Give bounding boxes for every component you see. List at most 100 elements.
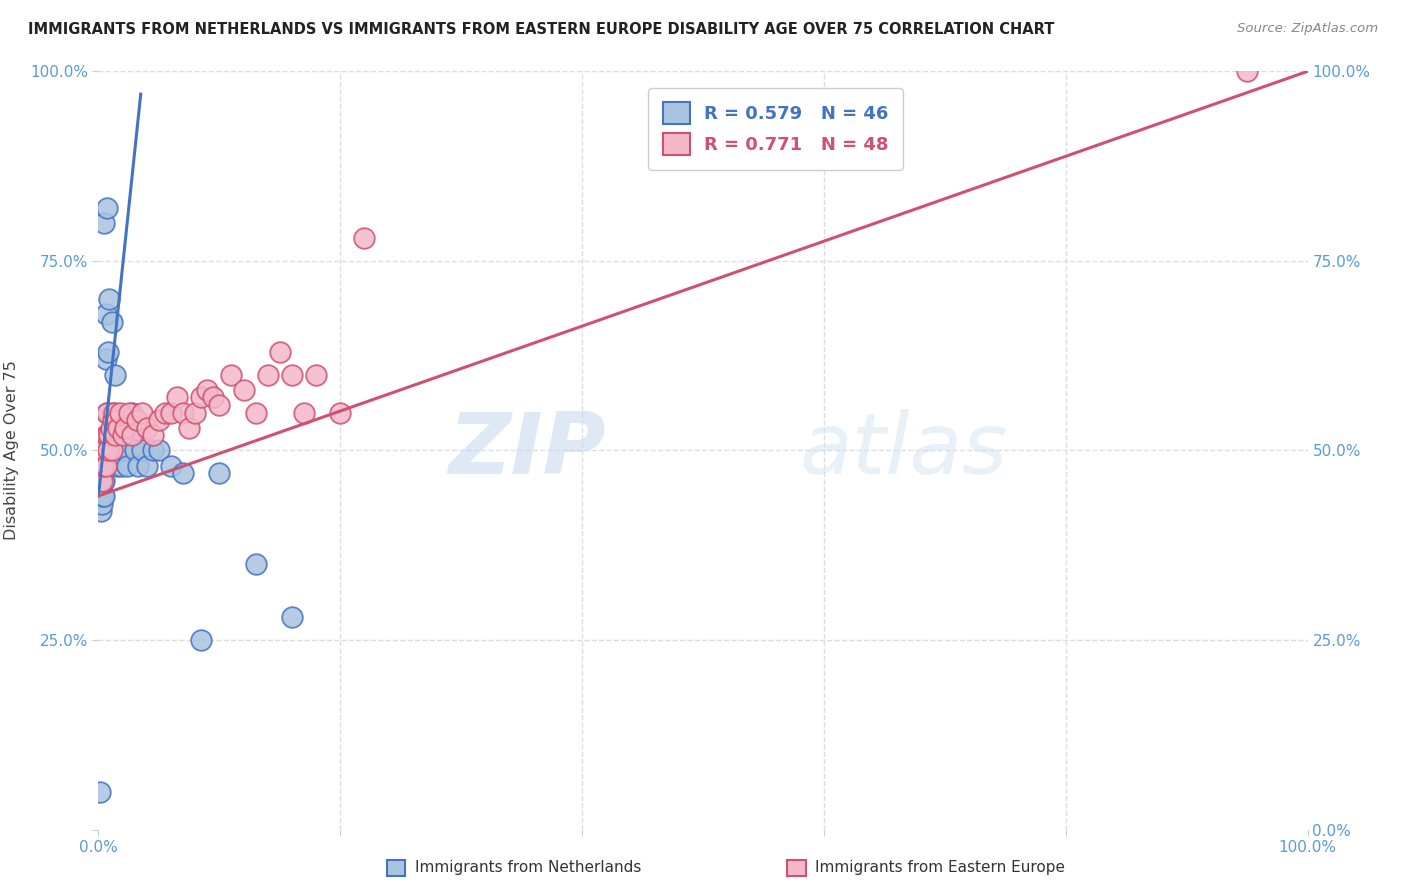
Point — [97, 344, 120, 359]
Point — [104, 428, 127, 442]
Point — [245, 405, 267, 420]
Point — [121, 405, 143, 420]
Point — [221, 368, 243, 382]
Text: Source: ZipAtlas.com: Source: ZipAtlas.com — [1237, 22, 1378, 36]
Point — [305, 368, 328, 382]
Point — [107, 421, 129, 435]
Point — [93, 216, 115, 230]
Point — [160, 458, 183, 473]
Point — [172, 467, 194, 481]
Point — [91, 474, 114, 488]
Point — [329, 405, 352, 420]
Point — [127, 458, 149, 473]
Point — [281, 368, 304, 382]
Point — [1236, 64, 1258, 78]
Point — [103, 428, 125, 442]
Text: atlas: atlas — [800, 409, 1008, 492]
Point — [91, 496, 114, 510]
Text: Immigrants from Eastern Europe: Immigrants from Eastern Europe — [815, 861, 1066, 875]
Point — [91, 474, 114, 488]
Point — [93, 443, 115, 458]
Point — [135, 458, 157, 473]
Point — [107, 443, 129, 458]
Point — [96, 405, 118, 420]
Point — [98, 428, 121, 442]
Point — [172, 405, 194, 420]
Point — [91, 458, 114, 473]
Point — [124, 443, 146, 458]
Point — [101, 405, 124, 420]
Point — [195, 383, 218, 397]
Point — [353, 231, 375, 245]
Point — [148, 443, 170, 458]
Point — [105, 458, 128, 473]
Point — [190, 391, 212, 405]
Point — [91, 443, 114, 458]
Point — [104, 368, 127, 382]
Point — [208, 398, 231, 412]
Point — [103, 405, 125, 420]
Point — [179, 421, 201, 435]
Point — [148, 413, 170, 427]
Point — [91, 489, 114, 503]
Text: IMMIGRANTS FROM NETHERLANDS VS IMMIGRANTS FROM EASTERN EUROPE DISABILITY AGE OVE: IMMIGRANTS FROM NETHERLANDS VS IMMIGRANT… — [28, 22, 1054, 37]
Point — [142, 443, 165, 458]
Point — [114, 443, 136, 458]
Point — [98, 428, 121, 442]
Point — [111, 428, 134, 442]
Point — [117, 458, 139, 473]
Point — [93, 474, 115, 488]
Point — [232, 383, 254, 397]
Point — [94, 307, 117, 321]
Point — [142, 428, 165, 442]
Point — [108, 428, 131, 442]
Point — [269, 344, 291, 359]
Point — [166, 391, 188, 405]
Point — [131, 405, 153, 420]
Point — [153, 405, 176, 420]
Text: ZIP: ZIP — [449, 409, 606, 492]
Point — [97, 443, 120, 458]
Point — [94, 428, 117, 442]
Point — [118, 405, 141, 420]
Point — [100, 443, 122, 458]
Point — [135, 421, 157, 435]
Point — [90, 504, 112, 518]
Point — [245, 557, 267, 572]
Point — [91, 458, 114, 473]
Point — [202, 391, 225, 405]
Point — [160, 405, 183, 420]
Point — [100, 443, 122, 458]
Point — [96, 201, 118, 215]
Point — [97, 443, 120, 458]
Point — [94, 458, 117, 473]
Point — [190, 633, 212, 648]
Point — [91, 458, 114, 473]
Point — [114, 421, 136, 435]
Point — [118, 428, 141, 442]
Point — [101, 413, 124, 427]
Point — [208, 467, 231, 481]
Point — [98, 292, 121, 306]
Point — [256, 368, 278, 382]
Point — [96, 405, 118, 420]
Point — [281, 610, 304, 624]
Point — [184, 405, 207, 420]
Point — [105, 413, 128, 427]
Text: Immigrants from Netherlands: Immigrants from Netherlands — [415, 861, 641, 875]
Point — [127, 413, 149, 427]
Point — [90, 489, 112, 503]
Point — [100, 314, 122, 328]
Point — [292, 405, 315, 420]
Point — [89, 785, 111, 799]
Point — [96, 428, 118, 442]
Point — [110, 458, 132, 473]
Point — [121, 428, 143, 442]
Point — [94, 352, 117, 367]
Point — [100, 421, 122, 435]
Point — [93, 489, 115, 503]
Y-axis label: Disability Age Over 75: Disability Age Over 75 — [4, 360, 18, 541]
Point — [108, 405, 131, 420]
Point — [91, 474, 114, 488]
Point — [111, 443, 134, 458]
